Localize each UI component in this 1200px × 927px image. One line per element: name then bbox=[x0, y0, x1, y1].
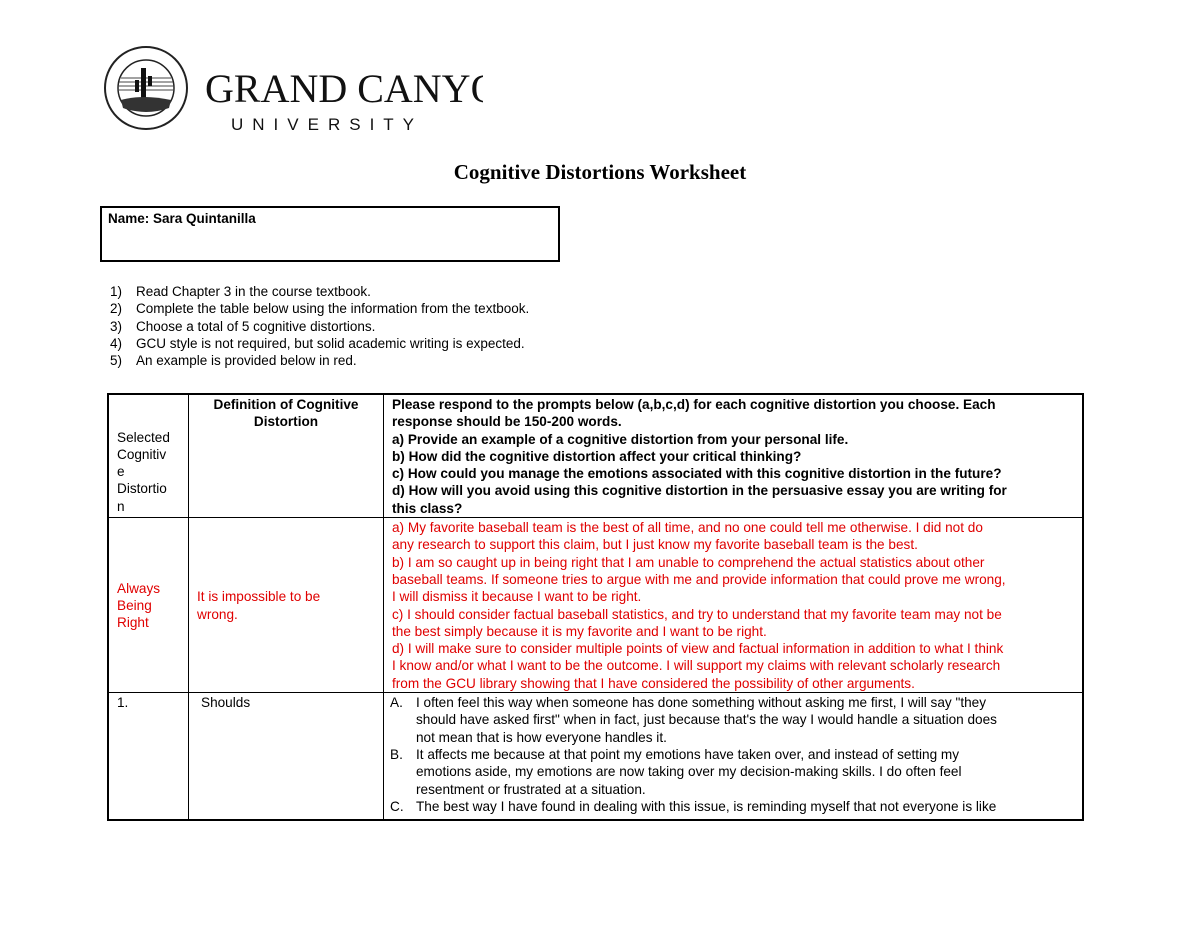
text-line: Definition of Cognitive bbox=[213, 397, 359, 412]
text-line: from the GCU library showing that I have… bbox=[392, 675, 915, 691]
list-marker bbox=[384, 711, 416, 728]
example-row: Always Being Right It is impossible to be w… bbox=[107, 517, 1084, 694]
response-text: The best way I have found in dealing wit… bbox=[416, 798, 997, 814]
text-line: baseball teams. If someone tries to argu… bbox=[392, 571, 1006, 587]
response-text: should have asked first" when in fact, j… bbox=[416, 712, 997, 728]
instruction-item: 2) Complete the table below using the inf… bbox=[110, 301, 530, 317]
response-line: A. I often feel this way when someone has… bbox=[384, 694, 1082, 711]
response-line: B. It affects me because at that point my… bbox=[384, 746, 1082, 763]
text-line: b) How did the cognitive distortion affe… bbox=[392, 448, 802, 464]
text-line: Being bbox=[117, 597, 152, 613]
text-line: e bbox=[117, 464, 125, 480]
instruction-item: 3) Choose a total of 5 cognitive distorti… bbox=[110, 318, 376, 334]
text-line: I will dismiss it because I want to be r… bbox=[392, 589, 642, 605]
response-text: not mean that is how everyone handles it… bbox=[416, 729, 667, 745]
text-line: d) How will you avoid using this cogniti… bbox=[392, 483, 1007, 499]
text-line: Cognitiv bbox=[117, 446, 167, 462]
instruction-item: 4) GCU style is not required, but solid a… bbox=[110, 335, 525, 351]
text-line: n bbox=[117, 498, 125, 514]
response-text: It affects me because at that point my e… bbox=[416, 746, 960, 762]
text-line: wrong. bbox=[197, 606, 238, 622]
response-line: emotions aside, my emotions are now taki… bbox=[384, 763, 1082, 780]
text-line: a) My favorite baseball team is the best… bbox=[392, 520, 983, 536]
response-line: resentment or frustrated at a situation. bbox=[384, 781, 1082, 798]
header-definition: Definition of Cognitive Distortion bbox=[188, 393, 384, 519]
text-line: It is impossible to be bbox=[197, 589, 321, 605]
response-text: I often feel this way when someone has d… bbox=[416, 695, 987, 711]
example-response: a) My favorite baseball team is the best… bbox=[383, 517, 1084, 694]
response-text: emotions aside, my emotions are now taki… bbox=[416, 764, 962, 780]
distortions-table: Selected Cognitiv e Distortio n Definition o… bbox=[107, 393, 1084, 821]
text-line: c) How could you manage the emotions ass… bbox=[392, 466, 1002, 482]
text-line: d) I will make sure to consider multiple… bbox=[392, 641, 1004, 657]
row-distortion: Shoulds bbox=[188, 692, 384, 821]
instruction-item: 5) An example is provided below in red. bbox=[110, 353, 357, 369]
list-marker: C. bbox=[390, 798, 404, 814]
svg-text:GRAND CANYON: GRAND CANYON bbox=[205, 66, 483, 111]
text-line: I know and/or what I want to be the outc… bbox=[392, 658, 1001, 674]
text-line: Always bbox=[117, 580, 161, 596]
header-selected-distortion: Selected Cognitiv e Distortio n bbox=[107, 393, 189, 519]
list-marker bbox=[384, 763, 416, 780]
text-line: a) Provide an example of a cognitive dis… bbox=[392, 431, 849, 447]
name-label: Name: Sara Quintanilla bbox=[108, 211, 256, 226]
list-marker: B. bbox=[390, 746, 403, 762]
example-distortion: Always Being Right bbox=[107, 517, 189, 694]
text-line: Distortion bbox=[253, 414, 319, 430]
gcu-logo: GRAND CANYON UNIVERSITY bbox=[103, 42, 528, 137]
text-line: response should be 150-200 words. bbox=[392, 414, 622, 430]
table-header-row: Selected Cognitiv e Distortio n Definition o… bbox=[107, 393, 1084, 519]
instruction-item: 1) Read Chapter 3 in the course textbook. bbox=[110, 284, 371, 299]
response-line: not mean that is how everyone handles it… bbox=[384, 729, 1082, 746]
row-response: A. I often feel this way when someone has… bbox=[383, 692, 1084, 821]
text-line: Distortio bbox=[117, 481, 167, 497]
text-line: any research to support this claim, but … bbox=[392, 537, 918, 553]
svg-text:UNIVERSITY: UNIVERSITY bbox=[231, 115, 423, 134]
table-row: 1. Shoulds A. I often feel this way when … bbox=[107, 692, 1084, 821]
text-line: Please respond to the prompts below (a,b… bbox=[392, 397, 996, 412]
header-prompts: Please respond to the prompts below (a,b… bbox=[383, 393, 1084, 519]
example-definition: It is impossible to be wrong. bbox=[188, 517, 384, 694]
gcu-seal-icon: GRAND CANYON UNIVERSITY bbox=[104, 46, 528, 134]
name-field[interactable]: Name: Sara Quintanilla bbox=[100, 206, 560, 262]
list-marker: A. bbox=[390, 695, 403, 711]
text-line: the best simply because it is my favorit… bbox=[392, 623, 767, 639]
instructions-list: 1) Read Chapter 3 in the course textbook.… bbox=[110, 283, 529, 369]
list-marker bbox=[384, 729, 416, 746]
response-line: C. The best way I have found in dealing w… bbox=[384, 798, 1082, 815]
text-line: Right bbox=[117, 615, 149, 631]
text-line: this class? bbox=[392, 500, 463, 516]
response-line: should have asked first" when in fact, j… bbox=[384, 711, 1082, 728]
text-line: b) I am so caught up in being right that… bbox=[392, 554, 985, 570]
response-text: resentment or frustrated at a situation. bbox=[416, 781, 646, 797]
page-title: Cognitive Distortions Worksheet bbox=[453, 160, 747, 184]
text-line: Selected bbox=[117, 429, 170, 445]
row-number: 1. bbox=[107, 692, 189, 821]
text-line: c) I should consider factual baseball st… bbox=[392, 606, 1002, 622]
list-marker bbox=[384, 781, 416, 798]
